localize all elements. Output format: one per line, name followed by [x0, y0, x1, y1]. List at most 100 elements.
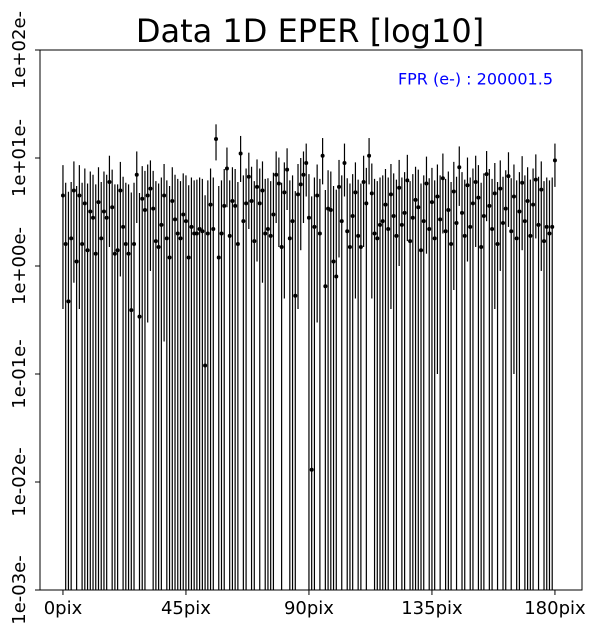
data-point — [337, 184, 342, 189]
data-point — [80, 241, 85, 246]
data-point — [63, 241, 68, 246]
data-point — [421, 219, 426, 224]
data-point — [361, 179, 366, 184]
data-point — [503, 206, 508, 211]
data-point — [274, 172, 279, 177]
data-point — [509, 229, 514, 234]
data-point — [91, 215, 96, 220]
data-point — [252, 239, 257, 244]
data-point — [145, 193, 150, 198]
data-point — [435, 194, 440, 199]
data-point — [547, 231, 552, 236]
data-point — [107, 179, 112, 184]
data-point — [60, 193, 65, 198]
data-point — [263, 231, 268, 236]
data-point — [517, 209, 522, 214]
data-point — [380, 219, 385, 224]
data-point — [151, 206, 156, 211]
y-tick-label: 1e-03e- — [9, 555, 30, 625]
data-point — [170, 198, 175, 203]
data-point — [552, 158, 557, 163]
data-point — [235, 241, 240, 246]
data-point — [358, 244, 363, 249]
data-point — [276, 181, 281, 186]
data-point — [216, 255, 221, 260]
data-point — [429, 200, 434, 205]
data-point — [356, 233, 361, 238]
data-point — [110, 205, 115, 210]
data-point — [427, 227, 432, 232]
y-tick-label: 1e-02e- — [9, 447, 30, 517]
data-point — [473, 179, 478, 184]
x-tick-label: 180pix — [524, 598, 586, 619]
data-point — [118, 188, 123, 193]
data-point — [369, 191, 374, 196]
data-point — [391, 214, 396, 219]
data-point — [542, 239, 547, 244]
data-point — [214, 136, 219, 141]
data-point — [520, 180, 525, 185]
y-tick-label: 1e+02e- — [9, 11, 30, 89]
data-point — [104, 215, 109, 220]
data-point — [296, 192, 301, 197]
data-point — [501, 221, 506, 226]
data-point — [85, 248, 90, 253]
data-point — [323, 284, 328, 289]
data-point — [378, 222, 383, 227]
data-point — [419, 248, 424, 253]
data-point — [304, 160, 309, 165]
data-point — [405, 178, 410, 183]
data-point — [399, 222, 404, 227]
x-tick-label: 135pix — [401, 598, 463, 619]
y-tick-label: 1e-01e- — [9, 339, 30, 409]
data-point — [375, 236, 380, 241]
data-point — [465, 183, 470, 188]
data-point — [397, 185, 402, 190]
data-point — [115, 248, 120, 253]
data-point — [306, 215, 311, 220]
data-point — [451, 189, 456, 194]
data-point — [408, 239, 413, 244]
data-point — [490, 227, 495, 232]
data-point — [328, 208, 333, 213]
data-point — [394, 233, 399, 238]
data-point — [126, 251, 131, 256]
data-point — [99, 236, 104, 241]
data-point — [460, 210, 465, 215]
data-point — [66, 299, 71, 304]
data-point — [153, 239, 158, 244]
data-point — [479, 244, 484, 249]
data-point — [224, 166, 229, 171]
data-point — [159, 222, 164, 227]
data-point — [244, 201, 249, 206]
data-point — [432, 236, 437, 241]
data-point — [402, 210, 407, 215]
data-point — [156, 244, 161, 249]
data-point — [200, 229, 205, 234]
data-point — [279, 244, 284, 249]
data-point — [539, 187, 544, 192]
data-point — [285, 167, 290, 172]
data-point — [268, 233, 273, 238]
data-point — [342, 160, 347, 165]
data-point — [137, 314, 142, 319]
data-point — [514, 236, 519, 241]
data-point — [287, 236, 292, 241]
data-point — [208, 202, 213, 207]
data-point — [315, 193, 320, 198]
data-point — [309, 467, 314, 472]
data-point — [492, 191, 497, 196]
data-point — [416, 205, 421, 210]
x-tick-label: 90pix — [284, 598, 334, 619]
data-point — [353, 190, 358, 195]
data-point — [112, 251, 117, 256]
data-point — [227, 233, 232, 238]
data-point — [265, 227, 270, 232]
data-point — [219, 231, 224, 236]
data-point — [271, 212, 276, 217]
data-point — [372, 231, 377, 236]
data-point — [413, 197, 418, 202]
data-point — [132, 241, 137, 246]
